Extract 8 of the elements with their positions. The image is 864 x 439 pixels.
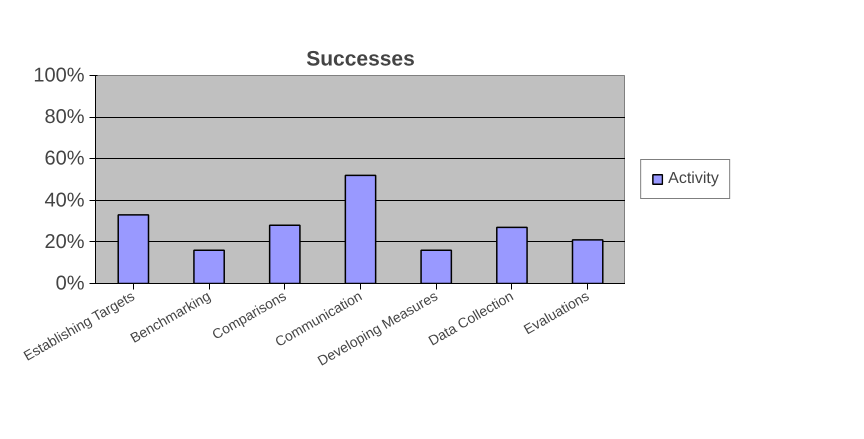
y-tick-label: 40%: [44, 189, 85, 212]
legend-label: Activity: [668, 170, 719, 188]
y-tick-label: 80%: [44, 106, 85, 128]
y-tick-label: 60%: [44, 148, 85, 170]
chart-title: Successes: [306, 48, 415, 70]
y-tick-label: 100%: [33, 64, 85, 86]
y-tick-label: 0%: [56, 272, 85, 294]
y-tick-label: 20%: [44, 230, 85, 253]
